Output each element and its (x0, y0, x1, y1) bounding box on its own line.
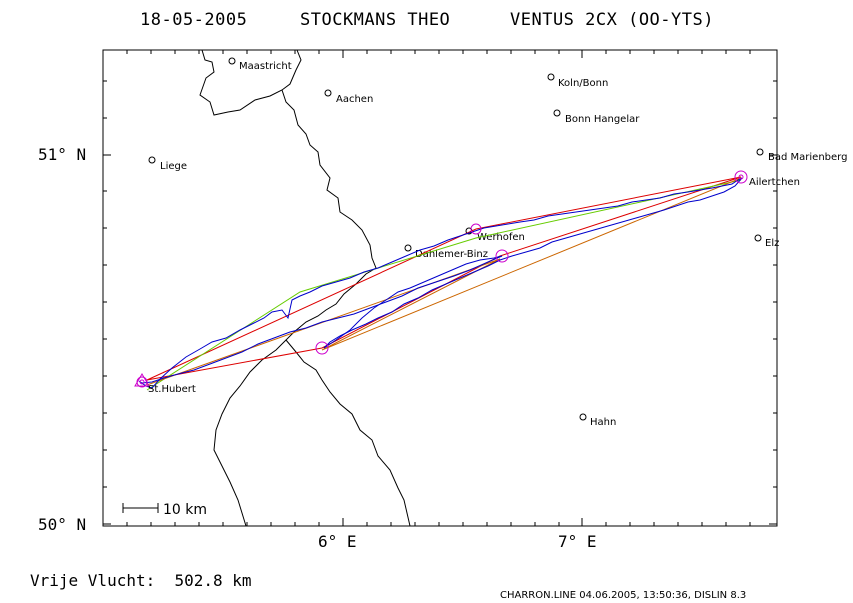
svg-text:Liege: Liege (160, 161, 187, 172)
track-return (323, 177, 743, 349)
lat-label-50: 50° N (38, 515, 86, 534)
border-be-lu (213, 339, 287, 527)
turnpoint-ailertchen-inner (738, 174, 744, 180)
pilot-name: STOCKMANS THEO (300, 10, 450, 30)
country-borders (199, 49, 411, 527)
lat-label-51: 51° N (38, 145, 86, 164)
flight-distance: Vrije Vlucht: 502.8 km (30, 571, 252, 590)
place-dahlemer-binz: Dahlemer-Binz (404, 244, 488, 260)
track-outbound (138, 177, 743, 389)
svg-text:St.Hubert: St.Hubert (148, 384, 196, 395)
task-legs (146, 176, 742, 391)
turnpoint-dahlemer (495, 249, 509, 263)
task-leg-red (146, 176, 742, 381)
svg-text:Aachen: Aachen (336, 94, 373, 105)
place-elz: Elz (754, 234, 779, 249)
lon-label-7: 7° E (558, 532, 597, 551)
scale-label: 10 km (163, 502, 207, 518)
track-final (141, 255, 503, 384)
flight-track (138, 177, 743, 389)
axis-ticks (103, 50, 777, 526)
track-leg3 (323, 255, 503, 349)
glider-name: VENTUS 2CX (OO-YTS) (510, 10, 714, 30)
place-hahn: Hahn (579, 413, 616, 428)
place-st-hubert: St.Hubert (148, 384, 196, 395)
scale-bar: 10 km (122, 502, 207, 518)
turnpoint-start-triangle (134, 373, 150, 387)
place-ailertchen: Ailertchen (749, 177, 800, 188)
place-aachen: Aachen (324, 89, 373, 105)
border-be-de (281, 89, 411, 527)
place-liege: Liege (148, 156, 187, 172)
border-nl-be (199, 49, 302, 116)
turnpoint-werhofen (470, 223, 482, 235)
svg-text:Elz: Elz (765, 238, 779, 249)
svg-text:Hahn: Hahn (590, 417, 616, 428)
turnpoint-south (315, 341, 329, 355)
place-maastricht: Maastricht (228, 57, 292, 72)
places: Maastricht Aachen Koln/Bonn Bonn Hangela… (148, 57, 847, 428)
flight-date: 18-05-2005 (140, 10, 247, 30)
svg-text:Maastricht: Maastricht (239, 61, 292, 72)
svg-text:Bonn Hangelar: Bonn Hangelar (565, 114, 640, 125)
map-frame (102, 49, 778, 527)
place-koln-bonn: Koln/Bonn (547, 73, 608, 89)
svg-text:Bad Marienberg: Bad Marienberg (768, 152, 847, 163)
turnpoint-start-inner (139, 379, 145, 385)
svg-text:Dahlemer-Binz: Dahlemer-Binz (415, 249, 488, 260)
task-leg-green (146, 179, 742, 391)
place-werhofen: Werhofen (465, 227, 525, 243)
svg-text:Koln/Bonn: Koln/Bonn (558, 78, 608, 89)
turnpoint-ailertchen (734, 170, 748, 184)
place-bonn-hangelar: Bonn Hangelar (553, 109, 640, 125)
lon-label-6: 6° E (318, 532, 357, 551)
svg-text:Ailertchen: Ailertchen (749, 177, 800, 188)
place-bad-marienberg: Bad Marienberg (756, 148, 847, 163)
svg-text:Werhofen: Werhofen (477, 232, 525, 243)
turnpoints (134, 170, 748, 388)
footer-credits: CHARRON.LINE 04.06.2005, 13:50:36, DISLI… (500, 590, 746, 601)
